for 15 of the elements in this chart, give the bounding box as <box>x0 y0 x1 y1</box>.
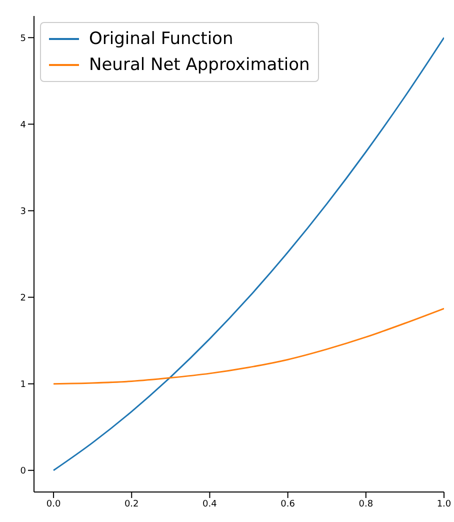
x-tick-label: 0.6 <box>280 499 296 510</box>
y-tick-label: 3 <box>20 206 26 217</box>
x-tick-label: 0.0 <box>46 499 61 510</box>
x-tick-label: 0.2 <box>124 499 139 510</box>
x-tick-label: 0.4 <box>202 499 218 510</box>
y-tick-label: 4 <box>20 120 26 130</box>
y-tick-label: 0 <box>20 466 26 477</box>
x-tick-label: 0.8 <box>358 499 374 510</box>
y-tick-label: 5 <box>20 34 26 44</box>
x-tick-label: 1.0 <box>436 499 452 510</box>
line-series <box>52 308 444 385</box>
legend-label: Original Function <box>89 28 234 51</box>
y-tick-label: 1 <box>20 380 26 390</box>
y-tick-label: 2 <box>20 293 26 304</box>
legend-label: Neural Net Approximation <box>89 54 310 77</box>
